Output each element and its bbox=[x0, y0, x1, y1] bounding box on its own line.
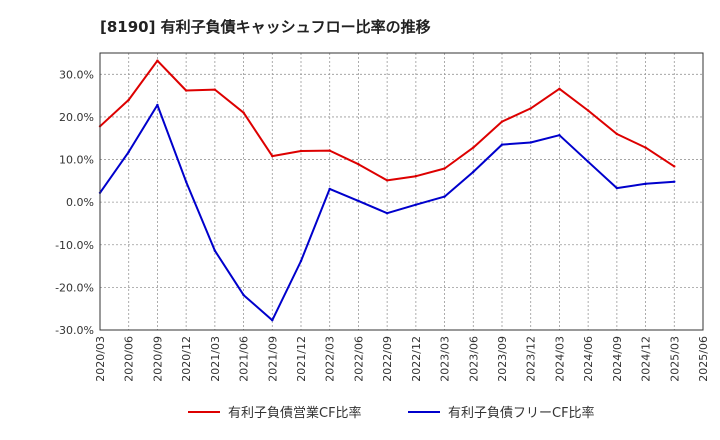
x-tick-label: 2021/12 bbox=[295, 336, 308, 382]
series-2-point bbox=[500, 143, 504, 146]
legend: 有利子負債営業CF比率 有利子負債フリーCF比率 bbox=[188, 405, 595, 421]
y-tick-label: -10.0% bbox=[55, 239, 94, 252]
x-tick-label: 2020/12 bbox=[180, 336, 193, 382]
series-2-point bbox=[414, 203, 418, 206]
x-tick-label: 2022/12 bbox=[410, 336, 423, 382]
series-1-point bbox=[443, 167, 446, 170]
series-1-point bbox=[615, 132, 619, 136]
series-2-point bbox=[586, 160, 590, 163]
x-tick-label: 2025/03 bbox=[668, 336, 681, 382]
series-1-point bbox=[558, 87, 561, 90]
x-tick-label: 2024/12 bbox=[640, 336, 653, 382]
x-tick-label: 2024/09 bbox=[611, 336, 624, 382]
x-tick-label: 2021/09 bbox=[266, 336, 279, 382]
legend-label-1: 有利子負債営業CF比率 bbox=[228, 405, 362, 421]
x-tick-label: 2024/06 bbox=[582, 336, 595, 382]
x-tick-label: 2024/03 bbox=[553, 336, 566, 382]
series-1-point bbox=[184, 89, 188, 92]
y-tick-label: 10.0% bbox=[59, 154, 94, 167]
series-1-point bbox=[472, 146, 475, 149]
y-tick-label: -30.0% bbox=[55, 324, 94, 337]
series-2-point bbox=[127, 150, 130, 154]
series-2-point bbox=[558, 134, 561, 137]
series-2-point bbox=[242, 293, 245, 297]
x-tick-label: 2023/09 bbox=[496, 336, 509, 382]
series-2-point bbox=[213, 249, 217, 252]
series-2-point bbox=[472, 170, 475, 174]
plot-frame bbox=[99, 52, 704, 331]
y-tick-label: 20.0% bbox=[59, 111, 94, 124]
series-layer bbox=[98, 59, 676, 322]
series-1-point bbox=[156, 59, 159, 62]
x-tick-label: 2022/06 bbox=[352, 336, 365, 382]
legend-label-2: 有利子負債フリーCF比率 bbox=[448, 405, 595, 421]
x-axis: 2020/03 2020/06 2020/09 2020/12 2021/03 2021/… bbox=[94, 336, 710, 382]
series-1-point bbox=[644, 146, 647, 149]
series-1-point bbox=[385, 179, 389, 182]
plot-area bbox=[100, 53, 703, 330]
series-2-point bbox=[673, 180, 676, 183]
x-tick-label: 2020/03 bbox=[94, 336, 107, 382]
series-2-point bbox=[271, 318, 274, 322]
series-1-point bbox=[357, 163, 360, 166]
series-1-point bbox=[414, 174, 418, 178]
x-tick-label: 2021/03 bbox=[209, 336, 222, 382]
y-axis: -30.0% -20.0% -10.0% 0.0% 10.0% 20.0% 30.0% bbox=[55, 68, 94, 337]
series-2-point bbox=[443, 195, 446, 198]
series-2-point bbox=[615, 186, 619, 190]
series-2-point bbox=[299, 259, 303, 263]
series-1-point bbox=[586, 109, 590, 112]
series-1-point bbox=[242, 111, 245, 114]
x-tick-label: 2022/03 bbox=[324, 336, 337, 382]
series-1-point bbox=[271, 154, 274, 158]
series-1-point bbox=[127, 98, 130, 102]
series-1-point bbox=[529, 107, 532, 110]
series-2-point bbox=[328, 187, 331, 191]
series-2-point bbox=[644, 182, 647, 186]
x-tick-label: 2023/06 bbox=[467, 336, 480, 382]
x-tick-label: 2023/03 bbox=[439, 336, 452, 382]
series-2-point bbox=[156, 103, 159, 107]
x-tick-label: 2022/09 bbox=[381, 336, 394, 382]
series-1-point bbox=[673, 165, 676, 168]
x-tick-label: 2020/06 bbox=[123, 336, 136, 382]
x-tick-label: 2023/12 bbox=[525, 336, 538, 382]
series-1-point bbox=[328, 149, 331, 152]
y-tick-label: 30.0% bbox=[59, 68, 94, 81]
series-2-point bbox=[385, 212, 389, 215]
y-tick-label: -20.0% bbox=[55, 281, 94, 294]
y-tick-label: 0.0% bbox=[66, 196, 94, 209]
series-2-point bbox=[184, 180, 188, 183]
x-tick-label: 2020/09 bbox=[151, 336, 164, 382]
series-2-point bbox=[357, 199, 360, 203]
series-1-point bbox=[213, 88, 217, 91]
series-1-point bbox=[299, 149, 303, 153]
x-tick-label: 2021/06 bbox=[238, 336, 251, 382]
x-tick-label: 2025/06 bbox=[697, 336, 710, 382]
series-2-point bbox=[529, 141, 532, 144]
chart-title: [8190] 有利子負債キャッシュフロー比率の推移 bbox=[100, 18, 431, 36]
series-1-point bbox=[500, 120, 504, 123]
